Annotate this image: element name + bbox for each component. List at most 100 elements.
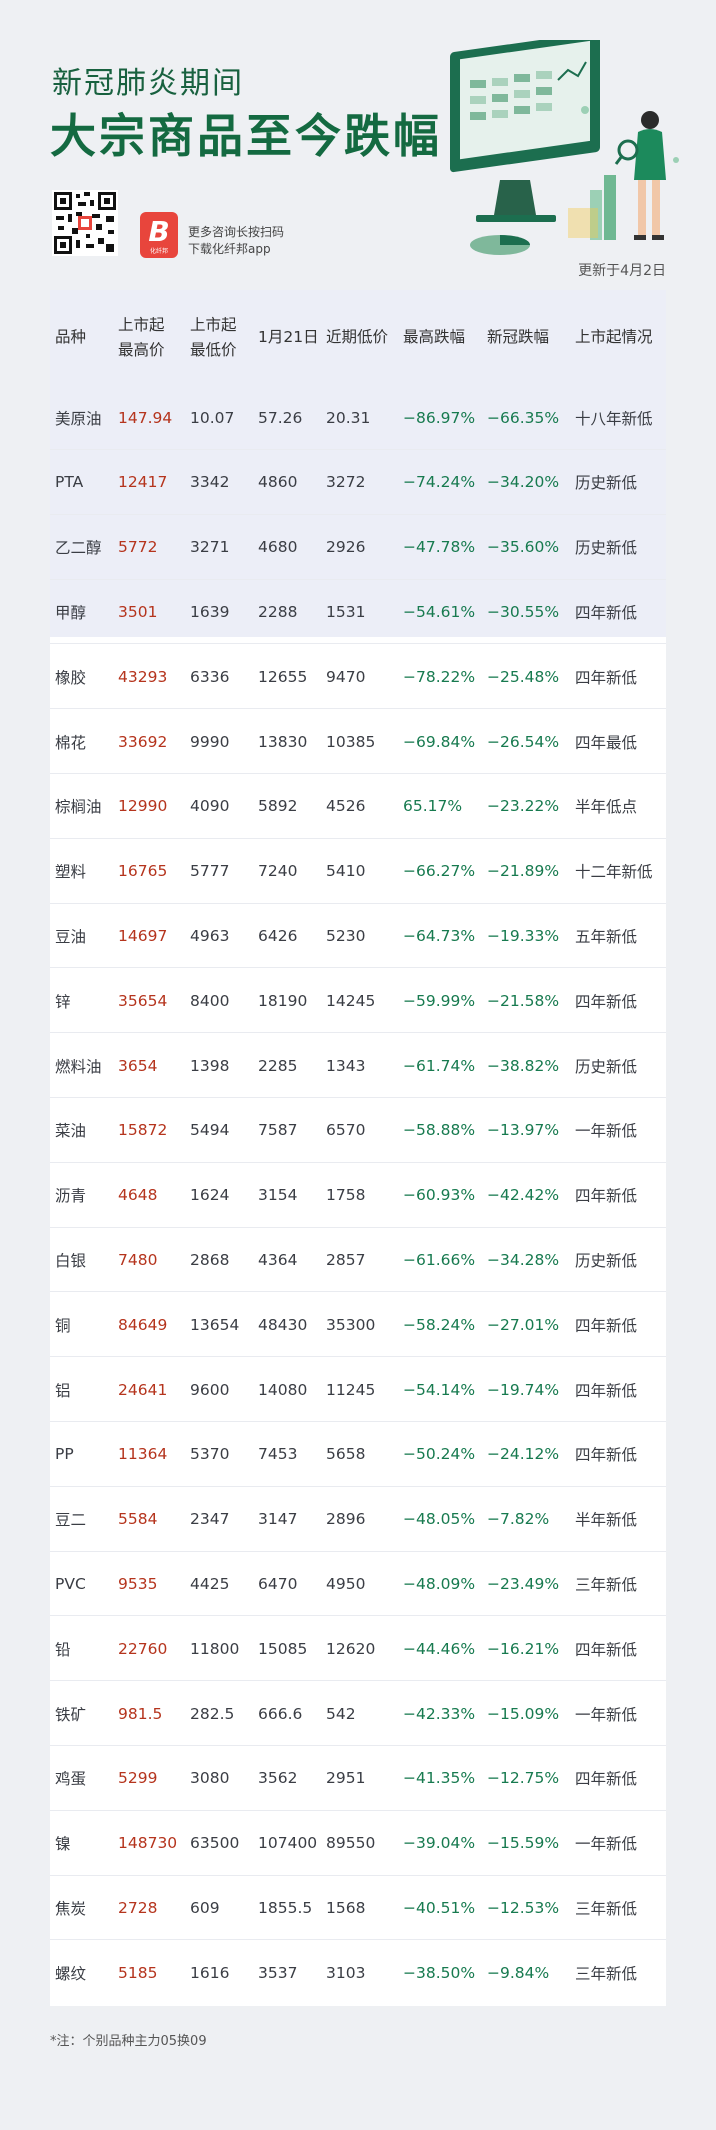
- header-max-drop-label: 最高跌幅: [403, 328, 466, 346]
- app-logo-letter: B: [148, 215, 170, 248]
- cell-listed-high: 11364: [118, 1445, 168, 1464]
- cell-recent-low: 5658: [326, 1445, 366, 1464]
- table-row: 菜油 15872 5494 7587 6570 −58.88% −13.97% 一年新低: [50, 1098, 666, 1163]
- cell-listed-high: 5185: [118, 1963, 158, 1982]
- cell-listed-low: 63500: [190, 1834, 240, 1853]
- row-divider: [50, 1615, 666, 1617]
- cell-listed-low: 11800: [190, 1639, 240, 1658]
- table-row: 镍 148730 63500 107400 89550 −39.04% −15.59% 一年新…: [50, 1811, 666, 1876]
- header-jan21-label: 1月21日: [258, 328, 319, 346]
- cell-listed-status: 四年新低: [575, 1381, 638, 1400]
- cell-listed-status: 四年新低: [575, 1770, 638, 1789]
- app-logo-caption: 化纤邦: [149, 248, 168, 255]
- cell-listed-low: 6336: [190, 667, 230, 686]
- cell-max-drop: −54.14%: [403, 1380, 476, 1399]
- cell-recent-low: 10385: [326, 732, 376, 751]
- cell-max-drop: −60.93%: [403, 1186, 476, 1205]
- row-divider: [50, 1097, 666, 1098]
- row-divider: [50, 1356, 666, 1358]
- cell-listed-low: 9600: [190, 1380, 230, 1399]
- cell-covid-drop: −12.53%: [487, 1898, 560, 1917]
- row-divider: [50, 1421, 666, 1422]
- cell-listed-status: 四年新低: [575, 992, 638, 1011]
- app-promo-line1: 更多咨询长按扫码: [188, 225, 285, 239]
- cell-max-drop: −69.84%: [403, 732, 476, 751]
- cell-variety: 甲醇: [55, 603, 87, 622]
- app-logo[interactable]: B 化纤邦: [140, 212, 178, 258]
- table-row: 铝 24641 9600 14080 11245 −54.14% −19.74% 四年新低: [50, 1357, 666, 1422]
- cell-max-drop: −78.22%: [403, 667, 476, 686]
- cell-listed-low: 4963: [190, 926, 230, 945]
- table-row: 铅 22760 11800 15085 12620 −44.46% −16.21% 四年新低: [50, 1616, 666, 1682]
- cell-max-drop: −39.04%: [403, 1834, 476, 1853]
- cell-listed-low: 5494: [190, 1121, 230, 1140]
- row-divider: [50, 513, 666, 515]
- cell-listed-high: 2728: [118, 1898, 158, 1917]
- cell-jan21-price: 107400: [258, 1834, 318, 1853]
- cell-max-drop: −41.35%: [403, 1769, 476, 1788]
- qr-code-icon[interactable]: [52, 190, 118, 256]
- table-row: 塑料 16765 5777 7240 5410 −66.27% −21.89% 十二年新低: [50, 839, 666, 904]
- cell-max-drop: −50.24%: [403, 1445, 476, 1464]
- header-recent-low: 近期低价: [326, 290, 388, 385]
- updated-date: 更新于4月2日: [578, 263, 666, 279]
- cell-covid-drop: −25.48%: [487, 667, 560, 686]
- cell-recent-low: 1758: [326, 1186, 366, 1205]
- cell-listed-status: 五年新低: [575, 927, 638, 946]
- cell-listed-status: 四年新低: [575, 1316, 638, 1335]
- row-divider: [50, 1226, 666, 1228]
- cell-listed-high: 22760: [118, 1639, 168, 1658]
- cell-recent-low: 542: [326, 1704, 356, 1723]
- cell-listed-high: 15872: [118, 1121, 168, 1140]
- row-divider: [50, 449, 666, 450]
- cell-listed-status: 历史新低: [575, 539, 638, 558]
- header-listed-low-label: 上市起 最低价: [190, 315, 237, 359]
- cell-recent-low: 11245: [326, 1380, 376, 1399]
- cell-variety: 螺纹: [55, 1964, 87, 1983]
- cell-listed-high: 3501: [118, 602, 158, 621]
- cell-max-drop: −44.46%: [403, 1639, 476, 1658]
- table-row: 铜 84649 13654 48430 35300 −58.24% −27.01% 四年新低: [50, 1292, 666, 1358]
- row-divider: [50, 1874, 666, 1876]
- cell-variety: 鸡蛋: [55, 1770, 87, 1789]
- cell-listed-high: 84649: [118, 1315, 168, 1334]
- cell-covid-drop: −16.21%: [487, 1639, 560, 1658]
- row-divider: [50, 1939, 666, 1941]
- header: 新冠肺炎期间 大宗商品至今跌幅 B 化纤邦 更多咨询长按扫码 下载化纤邦app: [0, 0, 716, 290]
- cell-variety: 镍: [55, 1835, 71, 1854]
- cell-recent-low: 1531: [326, 602, 366, 621]
- cell-listed-low: 2868: [190, 1250, 230, 1269]
- cell-recent-low: 3272: [326, 473, 366, 492]
- analytics-illustration-icon: [450, 40, 679, 255]
- cell-covid-drop: −66.35%: [487, 408, 560, 427]
- header-variety-label: 品种: [55, 328, 87, 346]
- cell-covid-drop: −34.28%: [487, 1250, 560, 1269]
- cell-max-drop: −58.88%: [403, 1121, 476, 1140]
- cell-listed-status: 四年新低: [575, 1446, 638, 1465]
- cell-listed-low: 4090: [190, 797, 230, 816]
- cell-jan21-price: 7587: [258, 1121, 298, 1140]
- cell-max-drop: −61.74%: [403, 1056, 476, 1075]
- cell-max-drop: −48.05%: [403, 1510, 476, 1529]
- cell-max-drop: −54.61%: [403, 602, 476, 621]
- cell-jan21-price: 57.26: [258, 408, 303, 427]
- cell-covid-drop: −15.59%: [487, 1834, 560, 1853]
- cell-jan21-price: 2285: [258, 1056, 298, 1075]
- cell-listed-status: 历史新低: [575, 1057, 638, 1076]
- cell-listed-low: 609: [190, 1898, 220, 1917]
- cell-max-drop: −48.09%: [403, 1574, 476, 1593]
- header-covid-drop-label: 新冠跌幅: [487, 328, 550, 346]
- cell-listed-low: 3080: [190, 1769, 230, 1788]
- cell-variety: 橡胶: [55, 668, 87, 687]
- cell-variety: 焦炭: [55, 1899, 87, 1918]
- cell-jan21-price: 48430: [258, 1315, 308, 1334]
- table-row: 棕榈油 12990 4090 5892 4526 65.17% −23.22% 半年低点: [50, 774, 666, 839]
- table-row: 豆油 14697 4963 6426 5230 −64.73% −19.33% 五年新低: [50, 903, 666, 969]
- row-divider: [50, 1745, 666, 1746]
- app-promo-text: 更多咨询长按扫码 下载化纤邦app: [188, 224, 284, 258]
- table-row: 沥青 4648 1624 3154 1758 −60.93% −42.42% 四年新低: [50, 1163, 666, 1228]
- table-row: 鸡蛋 5299 3080 3562 2951 −41.35% −12.75% 四年新低: [50, 1746, 666, 1811]
- table-row: 乙二醇 5772 3271 4680 2926 −47.78% −35.60% 历史新低: [50, 515, 666, 580]
- header-jan21: 1月21日: [258, 290, 319, 385]
- cell-listed-high: 981.5: [118, 1704, 163, 1723]
